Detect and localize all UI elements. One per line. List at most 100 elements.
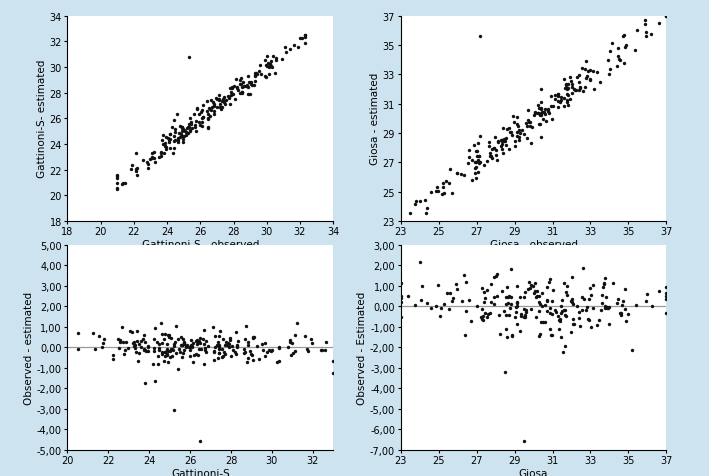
Point [515,310,527,318]
Point [174,130,185,138]
Point [173,345,184,353]
Point [600,294,611,301]
Point [223,95,235,103]
Point [158,149,169,157]
Point [511,129,523,137]
Point [558,307,569,314]
Point [214,101,225,109]
Point [250,70,262,78]
Point [559,342,571,349]
Point [240,348,251,356]
Point [504,129,515,137]
Point [530,314,542,321]
Point [320,347,331,355]
Point [254,62,265,69]
Point [540,110,551,118]
Point [505,129,516,137]
Point [437,180,449,188]
Point [130,348,142,356]
Point [493,312,505,319]
Point [256,340,267,347]
Point [271,55,282,62]
Point [234,90,245,98]
Point [565,297,576,305]
Point [176,123,187,131]
Point [522,107,533,114]
Point [181,125,192,132]
Point [206,107,217,114]
Point [206,97,217,105]
Point [546,116,557,124]
Point [168,342,179,350]
Point [536,106,547,113]
Point [207,324,218,331]
Point [498,138,510,145]
Point [476,285,488,292]
Point [437,190,448,198]
Point [177,124,188,131]
Point [267,347,278,354]
Point [395,299,406,307]
Point [212,96,223,104]
Point [556,297,567,305]
Point [535,112,546,120]
Point [168,406,179,414]
Point [157,348,168,356]
Point [510,314,521,322]
Point [273,345,284,352]
Point [166,353,177,360]
Point [443,306,454,313]
Point [549,92,561,99]
Point [208,348,220,356]
Point [197,119,208,127]
Point [496,140,508,148]
Point [115,336,126,344]
Point [230,328,241,336]
Point [562,85,574,93]
Point [299,32,311,40]
Point [496,137,508,144]
Point [218,94,230,102]
Point [148,347,160,355]
Point [208,108,220,116]
Point [242,355,254,362]
Point [111,185,123,193]
Point [296,35,308,42]
Point [163,137,174,145]
Point [488,300,499,308]
Point [220,350,231,358]
Point [559,85,571,93]
Point [234,81,245,89]
Point [583,317,594,324]
Point [140,347,152,355]
Point [559,95,570,103]
Point [263,347,274,354]
Point [238,79,249,87]
Point [523,286,534,294]
Point [148,335,160,343]
Point [440,178,452,186]
Point [195,346,206,354]
Point [537,318,549,326]
Point [607,40,618,48]
Point [561,99,572,106]
Point [328,357,339,365]
Point [540,318,551,326]
Point [489,294,500,301]
Y-axis label: Giosa - estimated: Giosa - estimated [370,73,380,165]
Point [230,348,241,356]
Point [520,307,532,314]
Point [132,327,143,335]
Point [518,314,530,321]
Point [547,331,558,338]
Point [568,86,579,94]
Point [115,339,126,347]
Point [162,347,173,355]
Point [596,300,607,307]
Point [192,351,203,359]
Point [602,58,613,65]
Y-axis label: Gattinoni-S- estimated: Gattinoni-S- estimated [37,60,47,178]
Point [194,346,205,353]
Point [128,343,140,350]
Point [488,144,499,152]
